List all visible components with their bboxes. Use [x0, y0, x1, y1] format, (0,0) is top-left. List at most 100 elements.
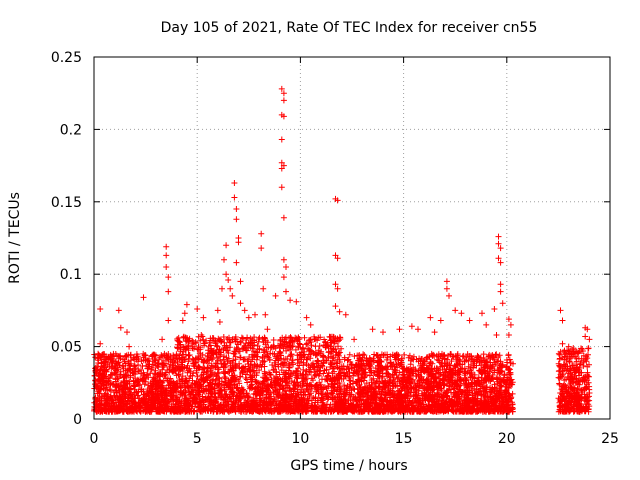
data-point [208, 371, 215, 378]
data-point [460, 352, 467, 359]
data-point [271, 366, 277, 373]
data-point [374, 359, 381, 366]
data-point [179, 373, 186, 380]
data-point [123, 372, 130, 379]
data-point [172, 368, 179, 375]
data-point [205, 347, 212, 354]
data-point [187, 373, 194, 380]
data-point [252, 378, 259, 384]
data-point [271, 375, 278, 382]
data-point [395, 374, 402, 381]
data-point [335, 407, 342, 414]
scatter-points [91, 85, 593, 415]
data-point [299, 402, 306, 409]
data-point [334, 338, 340, 345]
data-point [190, 360, 197, 367]
data-point [297, 341, 304, 348]
data-point [121, 385, 127, 392]
data-point [229, 401, 236, 408]
data-point [307, 390, 314, 397]
data-point [383, 356, 390, 363]
data-point [200, 385, 206, 392]
data-point [477, 388, 484, 395]
data-point [383, 370, 390, 377]
data-point [451, 385, 458, 392]
data-point [98, 355, 105, 362]
data-point [340, 375, 347, 382]
data-point [131, 362, 138, 369]
data-point [363, 371, 369, 378]
data-point [229, 388, 236, 395]
data-point [123, 352, 130, 359]
data-point [182, 346, 189, 353]
data-point [190, 345, 197, 352]
data-point [318, 395, 325, 402]
data-point [477, 358, 484, 365]
data-point [399, 401, 406, 408]
data-point [145, 374, 152, 381]
data-point [433, 352, 440, 359]
data-point [463, 401, 470, 408]
data-point [214, 382, 220, 389]
data-point [362, 400, 368, 407]
data-point [177, 391, 184, 398]
data-point [334, 356, 341, 363]
data-point [396, 387, 402, 394]
data-point [127, 392, 134, 399]
data-point [427, 359, 434, 365]
data-point [328, 345, 335, 352]
data-point [401, 351, 408, 358]
data-point [286, 364, 293, 371]
data-point [213, 342, 220, 349]
data-point [291, 338, 298, 345]
data-point [454, 352, 461, 359]
data-point [247, 374, 254, 381]
data-point [145, 358, 152, 365]
data-point [223, 403, 230, 410]
data-point [491, 367, 498, 374]
data-point [300, 389, 307, 396]
data-point [184, 369, 191, 376]
data-point [302, 400, 309, 407]
data-point [108, 365, 115, 372]
data-point [232, 408, 239, 414]
data-point [238, 334, 245, 341]
data-point [503, 380, 510, 387]
data-point [363, 380, 370, 387]
data-point [220, 396, 227, 403]
data-point [132, 395, 139, 402]
data-point [448, 377, 455, 384]
data-point [376, 400, 383, 407]
data-point [264, 376, 271, 383]
data-point [256, 380, 263, 387]
data-point [335, 391, 342, 398]
data-point [100, 351, 107, 358]
data-point [418, 403, 424, 410]
data-point [433, 379, 440, 386]
data-point [324, 377, 331, 384]
data-point [264, 351, 271, 358]
data-point [497, 358, 504, 365]
data-point [499, 362, 506, 369]
data-point [438, 385, 445, 392]
data-point [481, 369, 488, 376]
data-point [371, 392, 378, 399]
data-point [346, 351, 353, 358]
data-point [117, 368, 124, 375]
data-point [250, 342, 257, 348]
data-point [483, 376, 489, 383]
data-point [149, 352, 155, 359]
data-point [208, 397, 214, 403]
data-point [415, 399, 422, 406]
data-point [310, 377, 316, 384]
data-point [435, 404, 441, 411]
data-point [311, 333, 318, 340]
data-point [447, 362, 454, 369]
data-point [334, 398, 341, 405]
data-point [410, 353, 417, 360]
data-point [175, 363, 182, 370]
data-point [288, 359, 295, 366]
data-point [114, 382, 121, 389]
data-point [148, 364, 155, 371]
data-point [237, 354, 243, 361]
